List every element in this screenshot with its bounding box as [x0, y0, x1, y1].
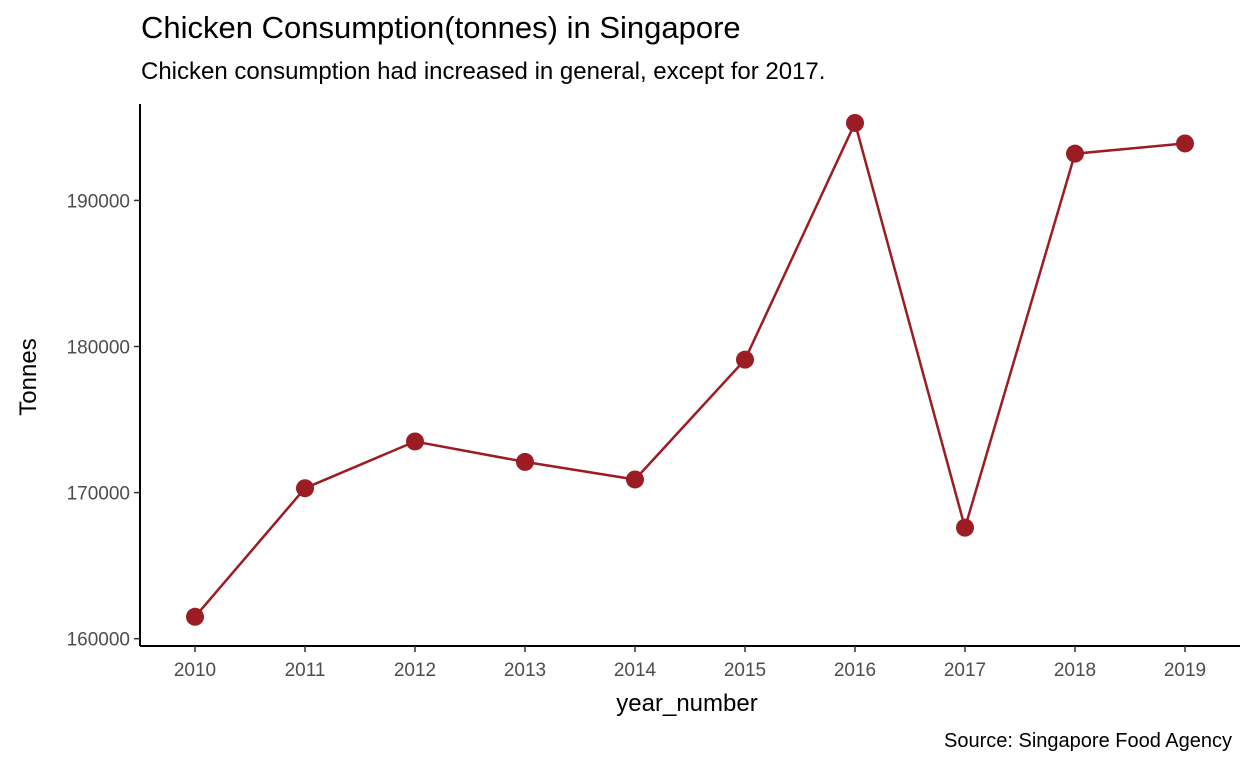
data-point: [516, 452, 534, 471]
x-tick-label: 2012: [394, 660, 436, 681]
data-point: [296, 479, 314, 498]
data-point: [406, 432, 424, 451]
x-tick-label: 2014: [614, 660, 657, 681]
plot-area: 160000 170000 180000 190000 2010 2011 2012 2013…: [67, 104, 1240, 681]
data-point: [626, 470, 644, 489]
data-point: [846, 113, 864, 132]
x-tick-label: 2013: [504, 660, 546, 681]
x-tick-label: 2011: [285, 660, 326, 681]
x-axis-title: year_number: [616, 690, 757, 717]
data-point: [1176, 134, 1194, 153]
data-point: [736, 350, 754, 369]
data-point: [1066, 144, 1084, 163]
x-tick-label: 2019: [1164, 660, 1206, 681]
series-line: [194, 119, 1186, 618]
y-tick-label: 160000: [67, 630, 130, 651]
x-tick-label: 2016: [834, 660, 876, 681]
x-tick-label: 2015: [724, 660, 766, 681]
data-point: [956, 518, 974, 537]
source-caption: Source: Singapore Food Agency: [944, 730, 1232, 752]
y-tick-label: 180000: [67, 338, 130, 359]
chart-subtitle: Chicken consumption had increased in gen…: [141, 58, 826, 85]
chart-title: Chicken Consumption(tonnes) in Singapore: [141, 10, 741, 45]
y-tick-label: 190000: [67, 191, 130, 212]
data-point: [186, 607, 204, 626]
x-tick-label: 2018: [1054, 660, 1096, 681]
x-tick-label: 2010: [174, 660, 216, 681]
y-axis-title: Tonnes: [15, 338, 42, 415]
x-tick-label: 2017: [944, 660, 986, 681]
y-tick-label: 170000: [67, 484, 130, 505]
